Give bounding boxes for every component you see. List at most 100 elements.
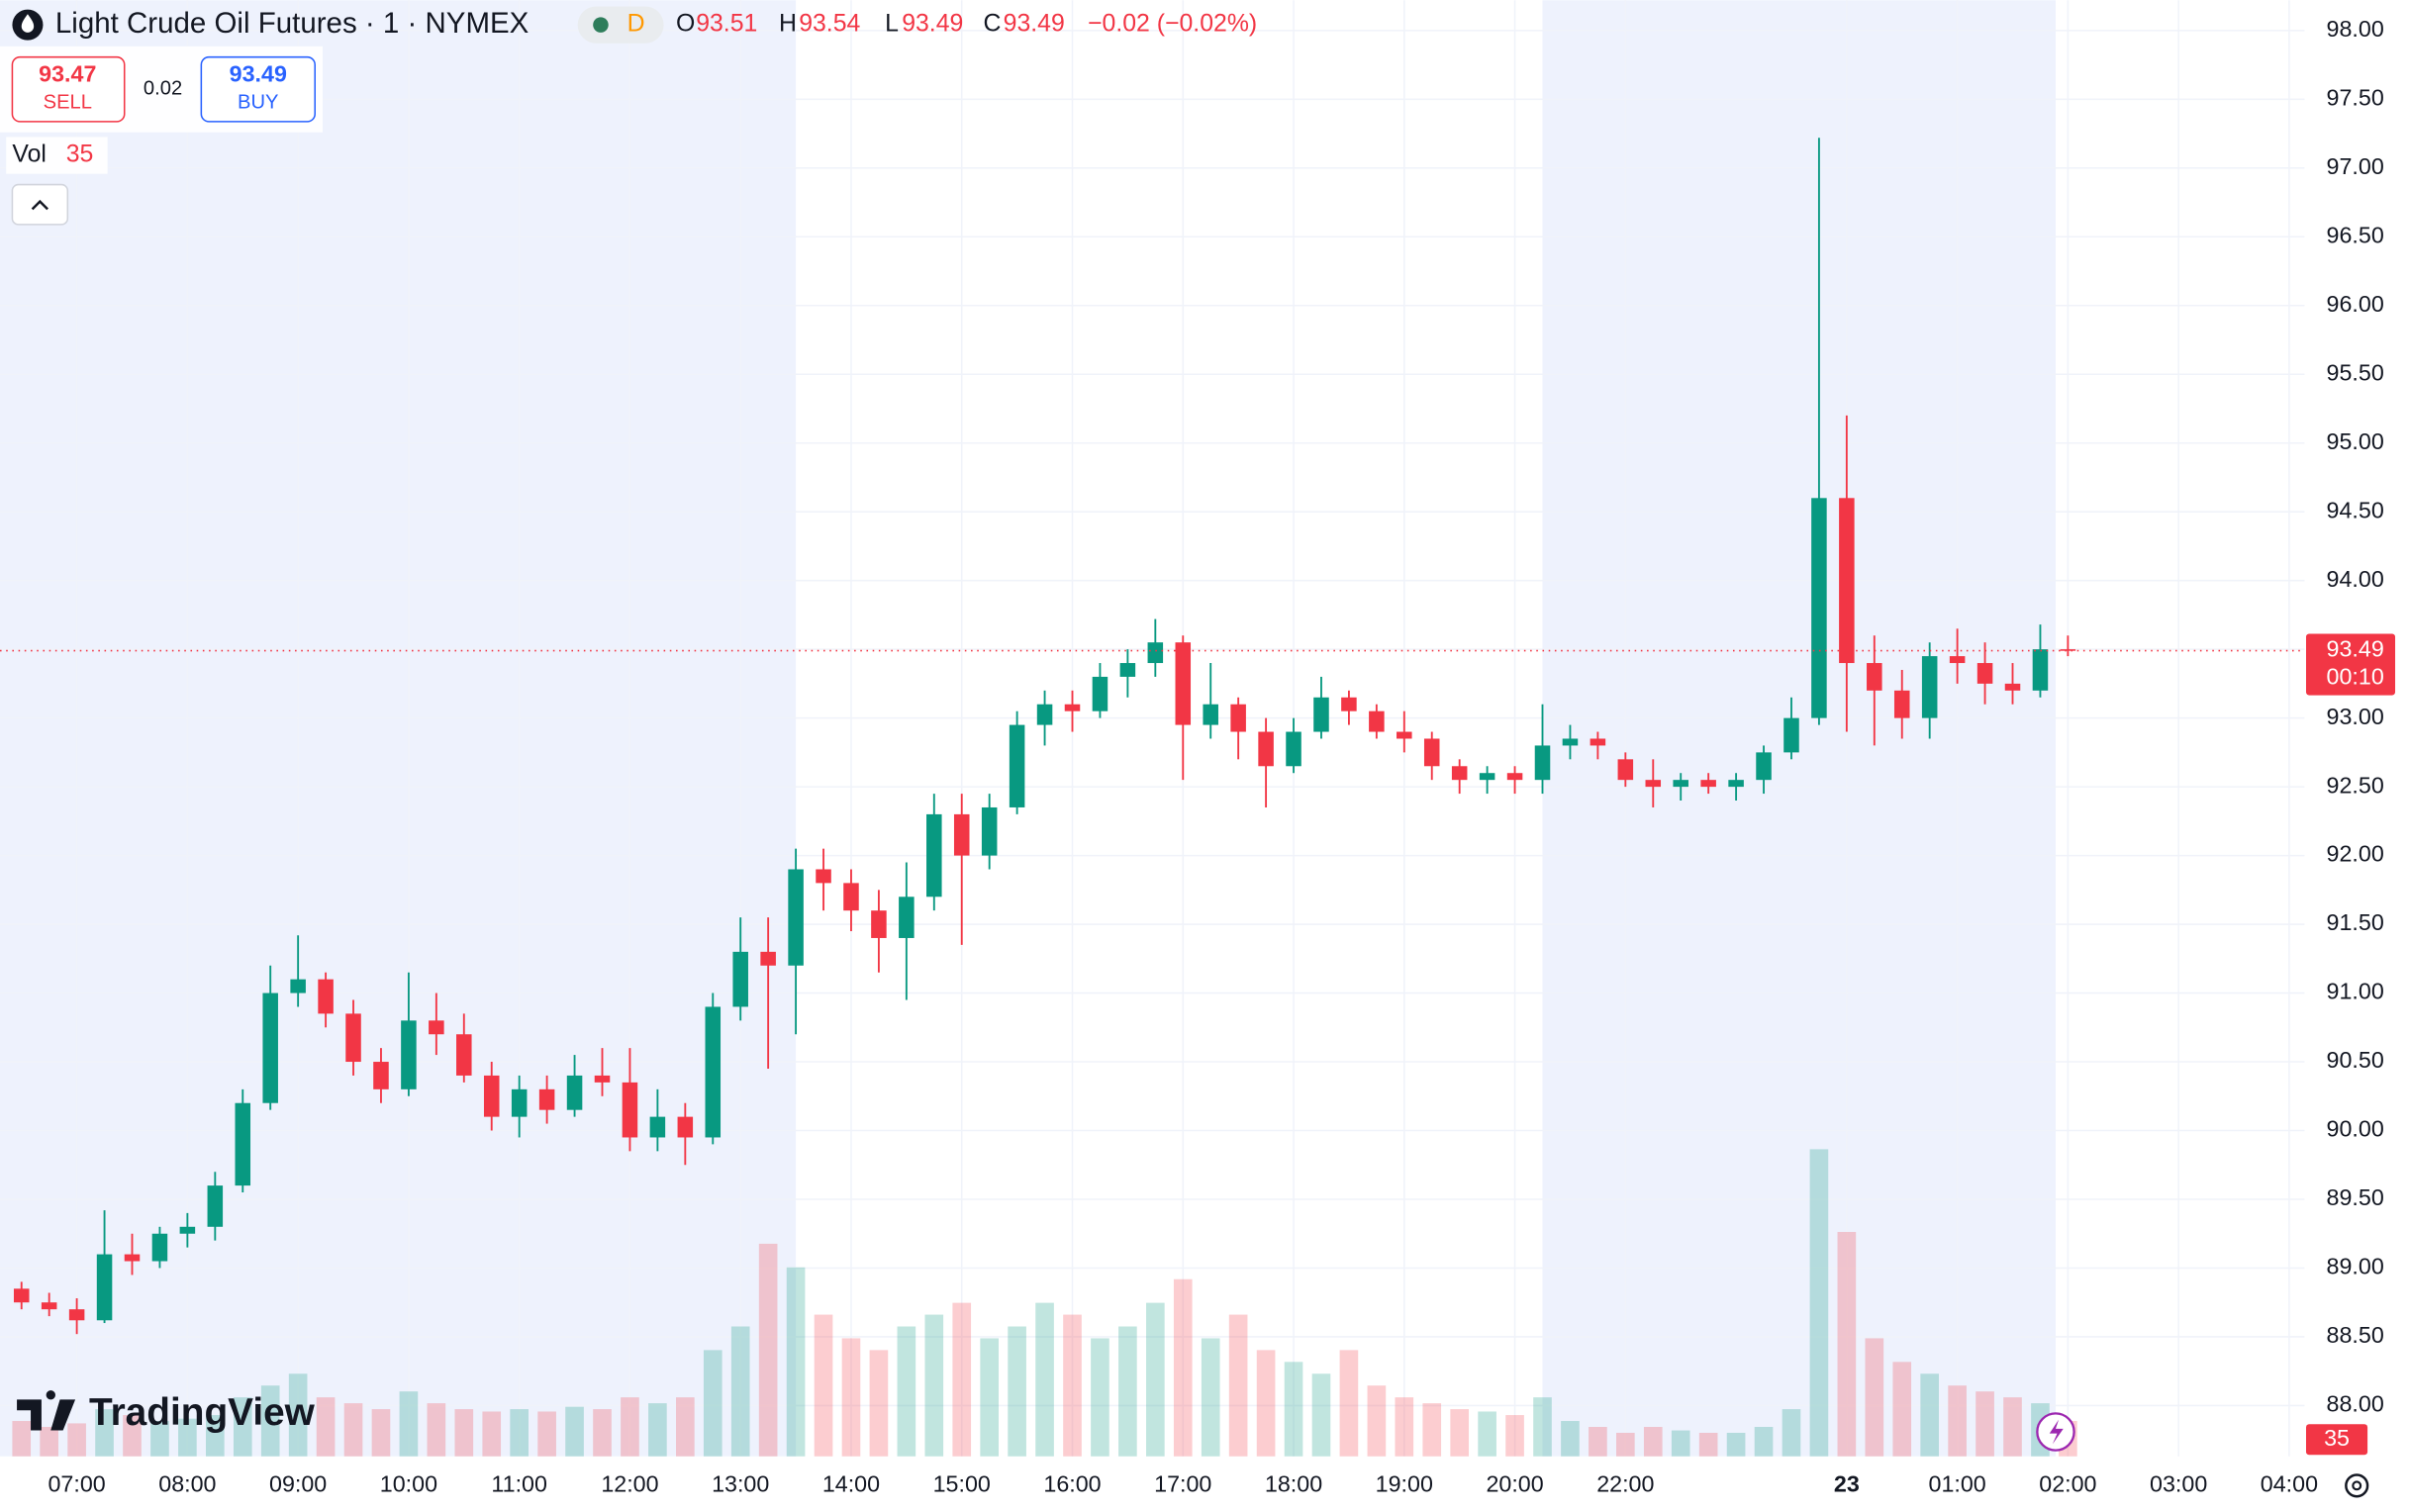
volume-bar [40, 1426, 58, 1457]
buy-button[interactable] [200, 55, 316, 123]
volume-bar [343, 1403, 363, 1457]
candle-body [318, 979, 334, 1014]
candle-body [1867, 663, 1882, 691]
volume-bar [621, 1397, 639, 1457]
candle-body [124, 1254, 141, 1262]
volume-bar [1837, 1231, 1857, 1457]
ohlc-key: L [885, 11, 899, 38]
last-price-tag [2305, 633, 2396, 696]
ohlc-value: 93.49 [1004, 11, 1065, 38]
volume-bar [1754, 1426, 1774, 1457]
candle-body [1479, 773, 1495, 781]
candle-body [2060, 649, 2076, 651]
candle-body [899, 897, 915, 938]
spread: 0.02 [144, 78, 182, 100]
volume-bar [1975, 1391, 1994, 1457]
candle-body [13, 1288, 30, 1303]
x-tick-label: 09:00 [269, 1470, 327, 1496]
candle-body [1230, 704, 1246, 732]
volume-bar [730, 1326, 750, 1457]
candle-body [235, 1102, 251, 1186]
volume-bar [1698, 1432, 1718, 1457]
candle-body [1092, 676, 1108, 711]
volume-bar [1892, 1362, 1912, 1457]
volume-bar [980, 1338, 999, 1457]
volume-bar [95, 1409, 114, 1457]
candle-body [732, 951, 748, 1007]
x-tick-label: 07:00 [48, 1470, 105, 1496]
volume-bar [123, 1415, 142, 1457]
volume-bar [1367, 1385, 1387, 1457]
x-tick-label: 11:00 [491, 1470, 547, 1496]
candle-body [1645, 780, 1662, 788]
volume-bar [1339, 1350, 1359, 1457]
y-tick-label: 95.00 [2327, 428, 2384, 454]
volume-bar [206, 1415, 225, 1457]
candle-body [2032, 649, 2049, 691]
y-tick-label: 92.50 [2327, 772, 2384, 798]
change: −0.02 (−0.02%) [1088, 11, 1257, 38]
candle-body [566, 1075, 583, 1110]
volume-bar [593, 1409, 612, 1457]
candle-body [1258, 731, 1274, 767]
candle-body [1286, 731, 1301, 767]
symbol-icon-drop [21, 14, 35, 33]
volume-bar [1865, 1338, 1884, 1457]
candle-body [1976, 663, 1993, 684]
price-axis [2304, 0, 2409, 1512]
candle-body [705, 1006, 722, 1138]
volume-bar [897, 1326, 916, 1457]
volume-bar [1201, 1338, 1220, 1457]
volume-bar [1256, 1350, 1276, 1457]
x-tick-label: 19:00 [1376, 1470, 1433, 1496]
volume-bar [1008, 1326, 1026, 1457]
volume-bar [565, 1406, 584, 1457]
symbol-title[interactable]: Light Crude Oil Futures · 1 · NYMEX [55, 7, 530, 40]
x-tick-label: 23 [1834, 1470, 1860, 1496]
candle-body [1728, 780, 1744, 788]
candle-body [1949, 656, 1966, 664]
candle-body [1451, 766, 1468, 781]
collapse-button[interactable] [11, 183, 69, 226]
candle-body [1369, 710, 1385, 732]
volume-legend-value: 35 [66, 142, 94, 168]
chevron-up [31, 199, 48, 211]
watermark: TradingView [17, 1390, 316, 1434]
candle-body [1700, 780, 1716, 788]
settings-button[interactable] [2345, 1473, 2369, 1498]
candle-body [345, 1013, 361, 1063]
watermark-logo [17, 1390, 76, 1431]
volume-bar [288, 1373, 308, 1457]
candle-body [511, 1088, 528, 1117]
candle-body [1009, 724, 1025, 807]
volume-bar [952, 1302, 972, 1457]
volume-bar [1809, 1149, 1829, 1457]
volume-bar [1920, 1373, 1939, 1457]
volume-bar [1228, 1314, 1248, 1457]
volume-bar [1782, 1409, 1801, 1457]
y-tick-label: 90.50 [2327, 1047, 2384, 1073]
candle-body [926, 813, 942, 898]
x-tick-label: 12:00 [601, 1470, 658, 1496]
candle-body [2004, 683, 2021, 691]
x-tick-label: 16:00 [1043, 1470, 1101, 1496]
y-tick-label: 98.00 [2327, 16, 2384, 42]
candle-body [179, 1226, 196, 1234]
volume-bar [869, 1350, 889, 1457]
x-tick-label: 22:00 [1596, 1470, 1654, 1496]
x-tick-label: 03:00 [2150, 1470, 2207, 1496]
candle-body [843, 883, 859, 911]
sell-button[interactable] [11, 55, 126, 123]
volume-bar [924, 1314, 944, 1457]
status-pill[interactable] [577, 6, 664, 44]
candle-body [96, 1254, 113, 1321]
candle-body [1341, 697, 1357, 711]
candle-body [1839, 498, 1855, 664]
volume-bar [1422, 1403, 1442, 1457]
candle-body [456, 1034, 472, 1076]
y-tick-label: 88.50 [2327, 1322, 2384, 1348]
candle-body [1064, 704, 1081, 711]
